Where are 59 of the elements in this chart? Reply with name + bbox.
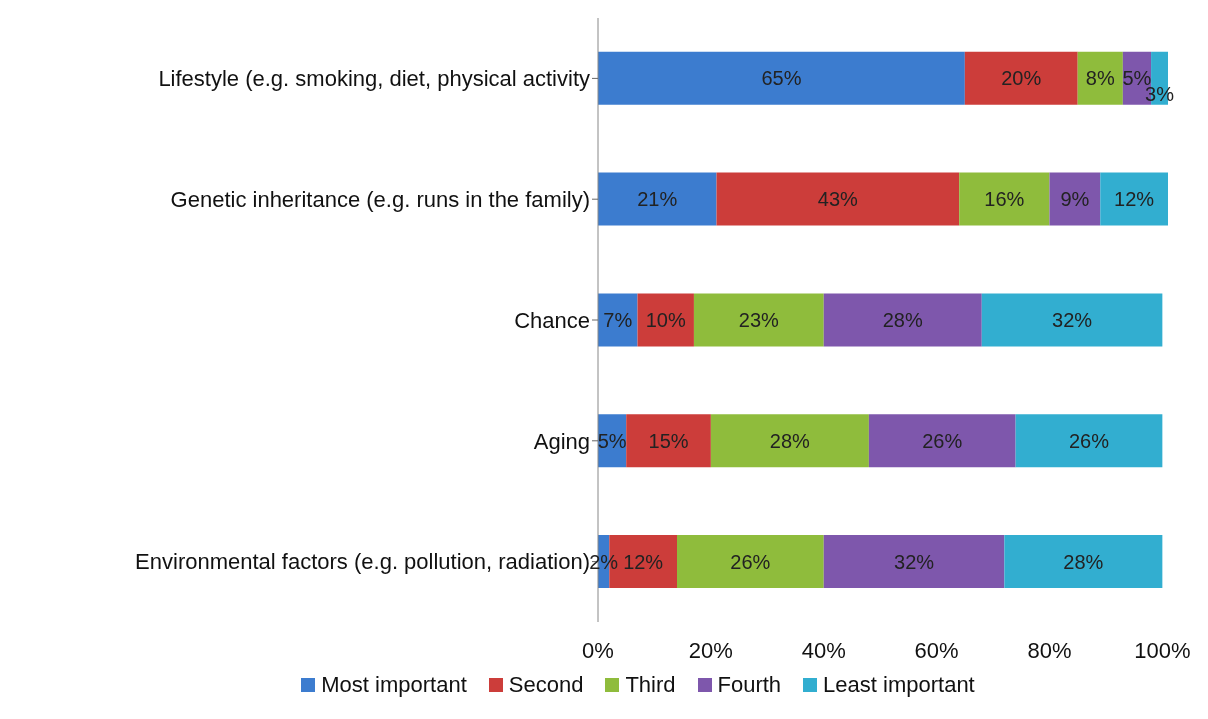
- y-tick-label: Genetic inheritance (e.g. runs in the family): [170, 187, 590, 213]
- legend-label: Third: [624, 672, 676, 698]
- data-label: 5%: [597, 429, 627, 452]
- data-label: 12%: [623, 550, 664, 573]
- bar: [626, 414, 711, 468]
- data-label: 2%: [589, 550, 619, 573]
- data-label: 26%: [922, 429, 963, 452]
- bar: [823, 293, 982, 347]
- bar: [981, 293, 1163, 347]
- bar: [868, 414, 1016, 468]
- x-tick-label: 0%: [582, 637, 614, 663]
- x-tick-label: 60%: [914, 637, 959, 663]
- bar: [1004, 535, 1163, 589]
- x-tick-label: 40%: [801, 637, 846, 663]
- bar: [716, 172, 960, 226]
- data-label: 7%: [603, 308, 633, 331]
- bar: [637, 293, 694, 347]
- x-tick-label: 80%: [1027, 637, 1072, 663]
- x-tick-label: 100%: [1134, 637, 1191, 663]
- data-label: 28%: [769, 429, 811, 452]
- data-label: 21%: [637, 188, 678, 211]
- legend-label: Most important: [320, 672, 467, 698]
- x-tick-label: 20%: [688, 637, 733, 663]
- legend-label: Fourth: [716, 672, 782, 698]
- bar: [598, 51, 965, 105]
- bar: [1049, 172, 1101, 226]
- data-label: 15%: [648, 429, 689, 452]
- y-tick-label: Aging: [533, 428, 590, 454]
- bar: [964, 51, 1078, 105]
- data-label: 65%: [761, 67, 802, 90]
- bar: [598, 172, 717, 226]
- data-label: 20%: [1001, 67, 1042, 90]
- bar: [1077, 51, 1123, 105]
- bar: [1015, 414, 1163, 468]
- data-label: 10%: [645, 308, 686, 331]
- y-tick-label: Environmental factors (e.g. pollution, radiation): [135, 549, 590, 575]
- bar: [823, 535, 1005, 589]
- data-label: 12%: [1114, 188, 1155, 211]
- data-label: 32%: [1052, 308, 1093, 331]
- y-tick-label: Lifestyle (e.g. smoking, diet, physical activity: [158, 66, 590, 92]
- bar: [710, 414, 869, 468]
- data-label: 32%: [894, 550, 935, 573]
- bar: [959, 172, 1050, 226]
- data-label: 23%: [738, 308, 780, 331]
- y-tick-label: Chance: [514, 307, 590, 333]
- data-label: 28%: [882, 308, 923, 331]
- data-label: 43%: [817, 188, 859, 211]
- bar: [677, 535, 824, 589]
- bar: [693, 293, 824, 347]
- bar: [1100, 172, 1168, 226]
- data-label: 26%: [730, 550, 771, 573]
- legend-label: Second: [507, 672, 584, 698]
- bar: [598, 293, 638, 347]
- data-label: 16%: [984, 188, 1025, 211]
- legend-label: Least important: [822, 672, 975, 698]
- data-label: 9%: [1060, 188, 1090, 211]
- data-label: 8%: [1085, 67, 1115, 90]
- data-label: 26%: [1068, 429, 1110, 452]
- data-label: 28%: [1063, 550, 1104, 573]
